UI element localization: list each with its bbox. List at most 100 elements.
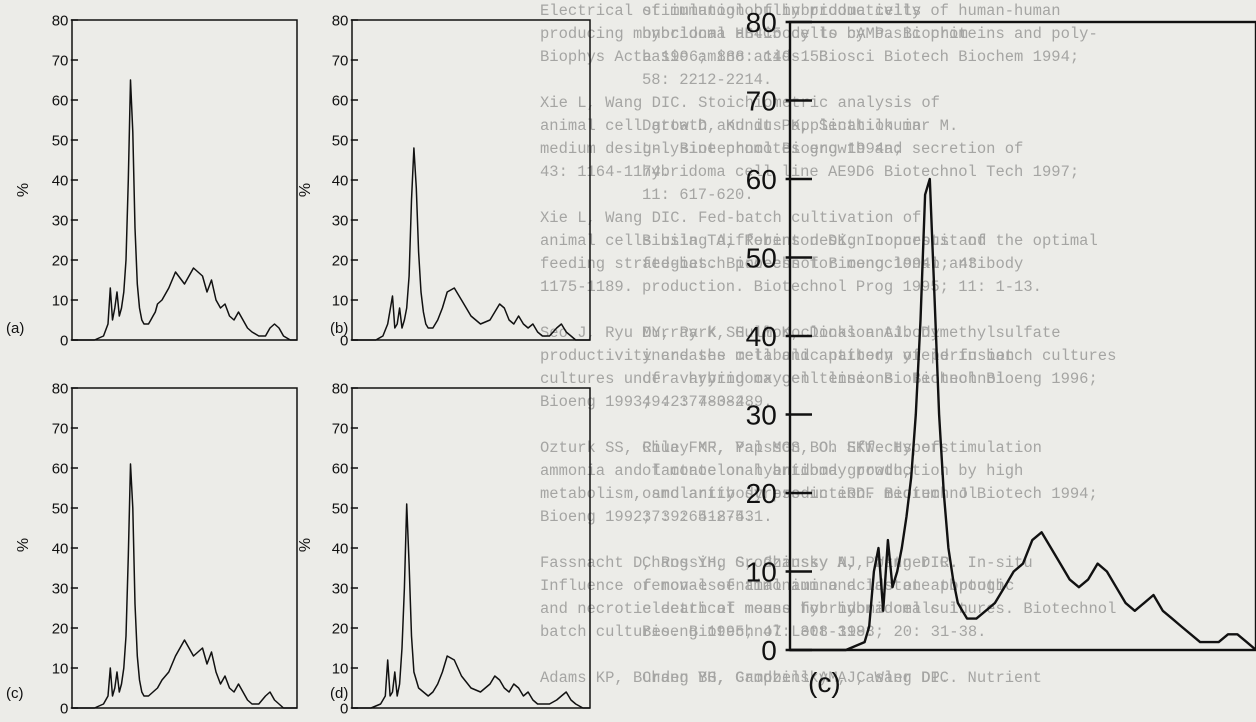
y-tick-label: 80 — [332, 12, 349, 29]
background-text-line: 11: 617-620. — [642, 186, 754, 204]
panel-label: (c) — [6, 685, 24, 702]
y-tick-label: 30 — [746, 399, 777, 430]
y-tick-label: 0 — [340, 332, 348, 349]
y-tick-label: 30 — [332, 212, 349, 229]
background-text-line: Bioeng 1993; 42: 480-489. — [540, 393, 773, 411]
y-tick-label: 80 — [746, 7, 777, 38]
y-tick-label: 10 — [746, 556, 777, 587]
plot-frame — [71, 19, 298, 341]
panel-label: (b) — [330, 320, 348, 337]
y-axis-title: % — [15, 538, 32, 552]
background-text-line: medium design. Biotechnol Bioeng 1994a; — [540, 140, 903, 158]
y-tick-label: 30 — [52, 580, 69, 597]
y-tick-label: 10 — [332, 660, 349, 677]
y-tick-label: 20 — [52, 252, 69, 269]
y-tick-label: 80 — [332, 380, 349, 397]
y-tick-label: 60 — [332, 460, 349, 477]
background-text-line: 49: 377-382. — [642, 393, 754, 411]
background-text-line: osmolarity stress in eRDF medium. J Biot… — [642, 485, 1098, 503]
background-text-line: Seo J, Ryu DY, Park SH. Monoclonal antib… — [540, 324, 940, 342]
background-text-line: Murray K, Gull K, Dickson AJ. Dimethylsu… — [642, 324, 1061, 342]
background-text-line: increases cell and antibody yield in bat… — [642, 347, 1117, 365]
y-axis-title: % — [297, 538, 314, 552]
background-text-line: production. Biotechnol Prog 1995; 11: 1-… — [642, 278, 1042, 296]
background-text-line: metabolism, and antibody production. Bio… — [540, 485, 978, 503]
panel-label: (d) — [330, 685, 348, 702]
y-tick-label: 10 — [332, 292, 349, 309]
background-text-line: fed-batch process for monoclonal antibod… — [642, 255, 1024, 273]
background-text-line: Bioeng 1992; 39: 418-431. — [540, 508, 773, 526]
y-tick-label: 70 — [746, 85, 777, 116]
background-text-line: Biophys Acta 1996; 888: 149-153. — [540, 48, 838, 66]
y-tick-label: 30 — [332, 580, 349, 597]
background-text-line: cultures under varying oxygen tensions. … — [540, 370, 1006, 388]
y-tick-label: 40 — [746, 321, 777, 352]
background-text-line: Chang YH, Grodzinsky AJ, Wang DIC. Nutri… — [642, 669, 1042, 687]
y-tick-label: 50 — [52, 500, 69, 517]
y-tick-label: 20 — [52, 620, 69, 637]
background-text-line: Electrical stimulation of hybridoma cell… — [540, 2, 922, 20]
y-tick-label: 40 — [332, 540, 349, 557]
background-text-line: basic amino acids. Biosci Biotech Bioche… — [642, 48, 1080, 66]
background-text-line: hybridoma cell line AE9D6 Biotechnol Tec… — [642, 163, 1080, 181]
background-text-line: ammonia and lactate on hybridoma growth, — [540, 462, 913, 480]
y-tick-label: 20 — [332, 620, 349, 637]
background-text-line: 1175-1189. — [540, 278, 634, 296]
y-tick-label: 0 — [761, 635, 777, 666]
y-tick-label: 10 — [52, 292, 69, 309]
background-text-line: animal cell growth and its application i… — [540, 117, 922, 135]
background-text-line: Chua FKF, Yap MGS, Oh SKW. Hyperstimulat… — [642, 439, 1042, 457]
panel-label: (a) — [6, 320, 24, 337]
background-text-line: Datta D, Kundu PK, Senthilkumar M. — [642, 117, 959, 135]
y-tick-label: 40 — [52, 172, 69, 189]
background-text-line: productivity and the metabolic pattern o… — [540, 347, 1015, 365]
plot-frame — [71, 387, 298, 709]
y-tick-label: 0 — [340, 700, 348, 717]
series-line — [790, 177, 1256, 652]
y-tick-label: 10 — [52, 660, 69, 677]
y-tick-label: 60 — [52, 92, 69, 109]
y-tick-label: 0 — [60, 332, 68, 349]
series-line — [72, 79, 297, 341]
background-text-line: Bibila TA, Robinson DK. In pursuit of th… — [642, 232, 1098, 250]
panel-label: (c) — [808, 667, 841, 698]
background-text-line: Chang YH, Grodzinsky AJ, Wang DIC. In-si… — [642, 554, 1033, 572]
series-line — [72, 463, 297, 709]
background-reference-column-right: of immunoglobulin productivity of human-… — [642, 0, 1116, 690]
y-tick-label: 50 — [52, 132, 69, 149]
plot-frame — [788, 20, 1256, 652]
y-tick-label: 50 — [332, 132, 349, 149]
y-tick-label: 80 — [52, 12, 69, 29]
y-tick-label: 70 — [332, 420, 349, 437]
y-tick-label: 70 — [52, 420, 69, 437]
background-text-line: 43: 1164-1174. — [540, 163, 671, 181]
plot-frame — [351, 19, 591, 341]
background-text-line: Xie L, Wang DIC. Fed-batch cultivation o… — [540, 209, 922, 227]
background-text-line: animal cells using different design conc… — [540, 232, 987, 250]
y-tick-label: 40 — [52, 540, 69, 557]
background-text-line: of a hybridoma cell line. Biotechnol Bio… — [642, 370, 1098, 388]
y-tick-label: 40 — [332, 172, 349, 189]
background-text-line: 37: 265-275. — [642, 508, 754, 526]
background-text-line: removal of ammonium and lactate through — [642, 577, 1005, 595]
y-tick-label: 30 — [52, 212, 69, 229]
background-text-line: Fassnacht D, Rossing S, Ghaussy N, Portn… — [540, 554, 959, 572]
series-line — [352, 503, 590, 709]
background-text-line: of monoclonal antibody production by hig… — [642, 462, 1024, 480]
y-axis-title: % — [297, 183, 314, 197]
background-text-line: hybridoma HB4C5 cells by basic proteins … — [642, 25, 1098, 43]
y-tick-label: 50 — [746, 242, 777, 273]
background-text-line: Adams KP, Burden BG, Campbell AM, Casler… — [540, 669, 950, 687]
y-axis-title: % — [15, 183, 32, 197]
y-tick-label: 60 — [746, 164, 777, 195]
y-tick-label: 60 — [52, 460, 69, 477]
background-text-line: Xie L, Wang DIC. Stoichiometric analysis… — [540, 94, 940, 112]
background-text-line: batch cultures. Biotechnol Lett 1998; 20… — [540, 623, 987, 641]
y-tick-label: 80 — [52, 380, 69, 397]
y-tick-label: 60 — [332, 92, 349, 109]
background-text-line: L-lysine promotes growth and secretion o… — [642, 140, 1024, 158]
background-text-line: Ozturk SS, Riley MR, Palsson BO. Effects… — [540, 439, 940, 457]
background-text-line: of immunoglobulin productivity of human-… — [642, 2, 1061, 20]
y-tick-label: 0 — [60, 700, 68, 717]
